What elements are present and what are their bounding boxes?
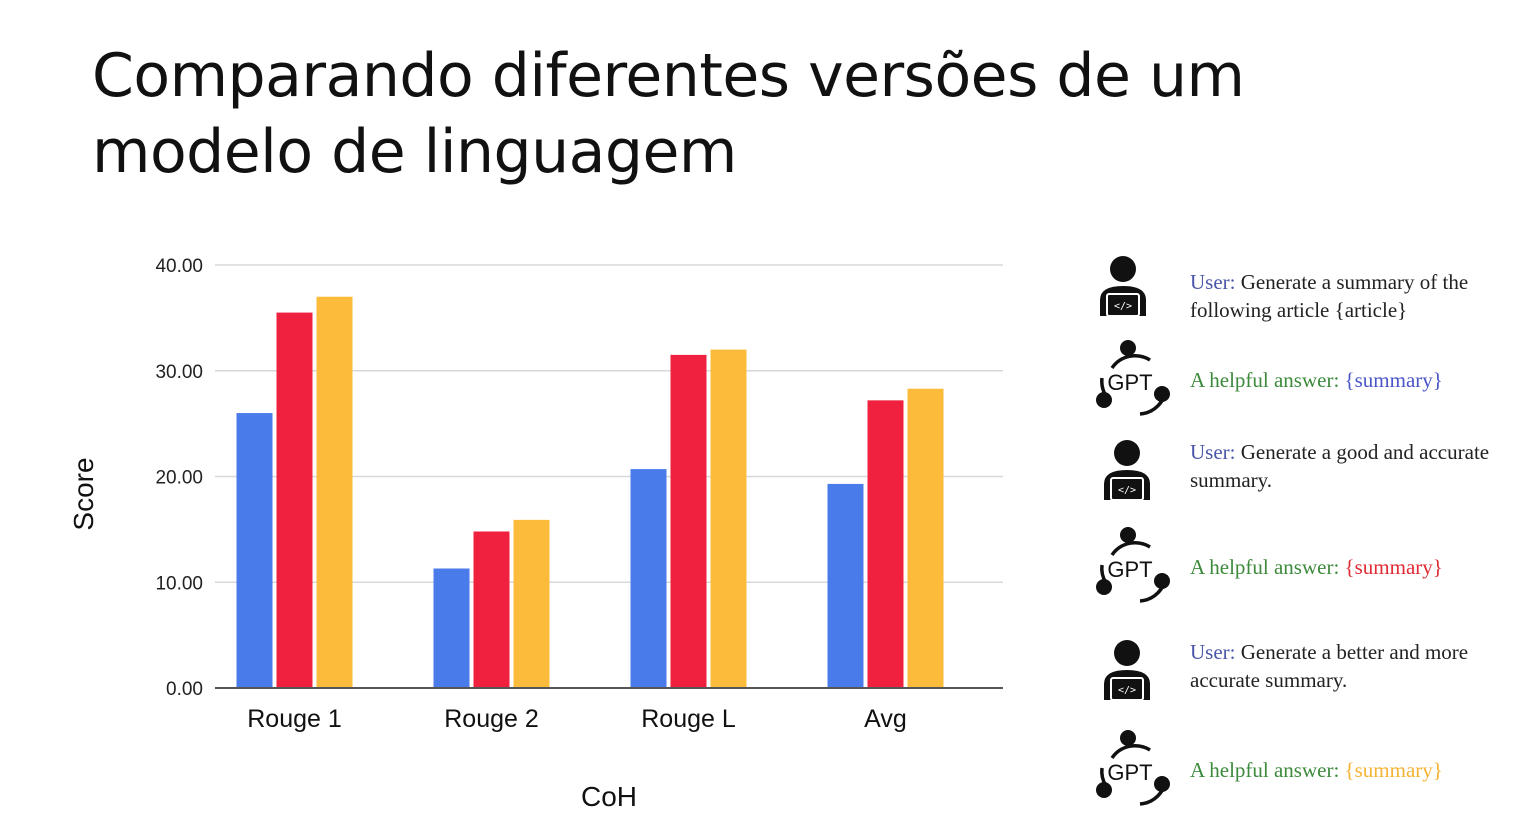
user-label: User: bbox=[1190, 440, 1236, 464]
x-tick-label: Avg bbox=[864, 705, 907, 733]
user-label: User: bbox=[1190, 270, 1236, 294]
svg-text:</>: </> bbox=[1118, 485, 1136, 496]
y-axis-label: Score bbox=[68, 457, 99, 530]
x-axis-label: CoH bbox=[581, 781, 637, 812]
answer-placeholder: {summary} bbox=[1344, 555, 1443, 579]
bar-avg-series-3 bbox=[907, 388, 944, 688]
x-tick-label: Rouge 1 bbox=[247, 705, 342, 733]
bar-rouge-2-series-2 bbox=[473, 531, 510, 688]
bar-rouge-1-series-2 bbox=[276, 312, 313, 688]
slide-title-line-1: Comparando diferentes versões de um bbox=[92, 41, 1245, 111]
user-label: User: bbox=[1190, 640, 1236, 664]
svg-text:</>: </> bbox=[1118, 685, 1136, 696]
answer-label: A helpful answer: bbox=[1190, 758, 1340, 782]
x-tick-label: Rouge 2 bbox=[444, 705, 539, 733]
chart-x-ticks: Rouge 1 Rouge 2 Rouge L Avg bbox=[247, 705, 907, 733]
bar-avg-series-1 bbox=[827, 483, 864, 688]
x-tick-label: Rouge L bbox=[641, 705, 736, 733]
chart-y-ticks: 0.00 10.00 20.00 30.00 40.00 bbox=[155, 256, 203, 700]
bar-rouge-1-series-1 bbox=[236, 413, 273, 688]
user-message: Generate a good and accurate summary. bbox=[1190, 440, 1490, 492]
slide-title-line-2: modelo de linguagem bbox=[92, 117, 737, 187]
user-message: Generate a summary of the following arti… bbox=[1190, 270, 1469, 322]
answer-label: A helpful answer: bbox=[1190, 555, 1340, 579]
svg-text:GPT: GPT bbox=[1107, 557, 1152, 582]
svg-text:</>: </> bbox=[1114, 301, 1132, 312]
answer-placeholder: {summary} bbox=[1344, 758, 1443, 782]
conversation-panel: </> User: Generate a summary of the foll… bbox=[1090, 0, 1530, 831]
bar-rouge-l-series-1 bbox=[630, 469, 667, 688]
y-tick-label: 20.00 bbox=[155, 468, 203, 489]
bar-rouge-2-series-3 bbox=[513, 519, 550, 688]
y-tick-label: 0.00 bbox=[166, 679, 203, 700]
user-laptop-icon: </> bbox=[1094, 436, 1176, 518]
bar-rouge-l-series-3 bbox=[710, 349, 747, 688]
y-tick-label: 40.00 bbox=[155, 256, 203, 277]
svg-text:GPT: GPT bbox=[1107, 760, 1152, 785]
answer-label: A helpful answer: bbox=[1190, 368, 1340, 392]
user-message: Generate a better and more accurate summ… bbox=[1190, 640, 1469, 692]
y-tick-label: 10.00 bbox=[155, 573, 203, 594]
bar-rouge-1-series-3 bbox=[316, 296, 353, 688]
gpt-cycle-icon: GPT bbox=[1090, 728, 1172, 810]
bar-rouge-2-series-1 bbox=[433, 568, 470, 688]
bar-avg-series-2 bbox=[867, 400, 904, 688]
bar-rouge-l-series-2 bbox=[670, 354, 707, 688]
svg-text:GPT: GPT bbox=[1107, 370, 1152, 395]
slide-title: Comparando diferentes versões de um mode… bbox=[92, 38, 1342, 190]
chart-bars bbox=[215, 296, 1003, 689]
user-laptop-icon: </> bbox=[1090, 252, 1172, 334]
gpt-cycle-icon: GPT bbox=[1090, 338, 1172, 420]
gpt-cycle-icon: GPT bbox=[1090, 525, 1172, 607]
answer-placeholder: {summary} bbox=[1344, 368, 1443, 392]
user-laptop-icon: </> bbox=[1094, 636, 1176, 718]
y-tick-label: 30.00 bbox=[155, 362, 203, 383]
